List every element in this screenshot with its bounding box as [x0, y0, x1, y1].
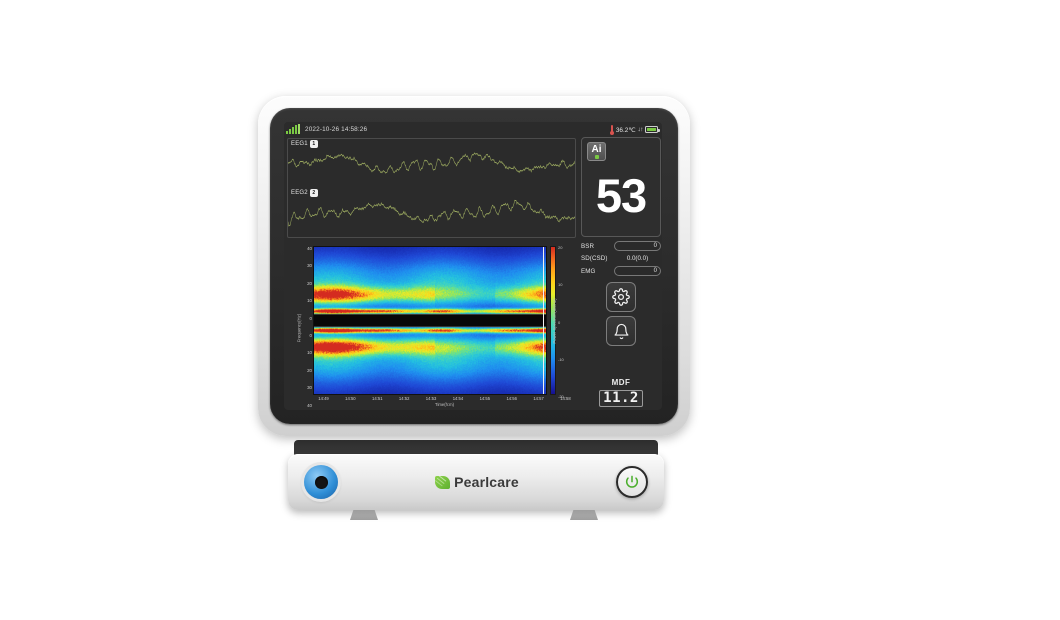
temperature-value: 36.2℃ [615, 126, 636, 134]
status-bar: 2022-10-26 14:58:26 36.2℃ ↓↑ [284, 122, 662, 137]
ai-badge-text: Ai [591, 143, 602, 155]
x-axis-tick: 14:50 [345, 396, 356, 401]
parameter-value: 0.0(0.0) [626, 255, 649, 262]
colorbar-tick: -10 [558, 356, 564, 362]
thermometer-icon [609, 124, 614, 135]
mdf-label: MDF [611, 378, 631, 387]
colorbar-tick: -20 [558, 394, 564, 399]
y-axis-tick: 20 [307, 367, 312, 373]
action-button-group [581, 282, 661, 346]
x-axis-tick: 14:52 [398, 396, 410, 401]
colorbar-title: Power Spectrum(dB/Hz) [551, 297, 557, 344]
parameter-label: BSR [581, 242, 595, 250]
battery-icon [645, 126, 660, 133]
eeg2-channel-chip: 2 [309, 189, 318, 197]
foot-left [350, 510, 378, 520]
colorbar-ticks: Power Spectrum(dB/Hz) 20 10 0 -10 -20 [552, 245, 576, 399]
x-axis-tick: 14:58 [560, 396, 571, 401]
data-transfer-icon: ↓↑ [637, 126, 644, 133]
y-axis-tick: 40 [307, 246, 312, 251]
eeg1-waveform-trace [288, 152, 575, 174]
x-axis-tick: 14:53 [425, 396, 437, 401]
x-axis-tick: 14:57 [533, 396, 544, 401]
mdf-readout: MDF 11.2 [581, 378, 661, 409]
eeg2-waveform-trace [288, 199, 575, 227]
parameter-value: 0 [653, 243, 657, 249]
x-axis-tick: 14:49 [318, 396, 329, 401]
x-axis-tick: 14:51 [372, 396, 383, 401]
rotary-knob[interactable] [304, 465, 338, 499]
colorbar-group: Power Spectrum(dB/Hz) 20 10 0 -10 -20 [550, 245, 576, 399]
colorbar-tick: 20 [558, 245, 563, 250]
ai-badge: Ai [587, 142, 606, 161]
eeg1-lane: EEG1 1 [288, 139, 575, 188]
display-bezel: 2022-10-26 14:58:26 36.2℃ ↓↑ [270, 108, 678, 424]
power-icon [625, 475, 639, 488]
parameter-bar: 0 [614, 266, 661, 276]
spectrogram-time-cursor [542, 247, 544, 394]
spectrogram-x-axis: Time(h:m) 14:49 14:50 14:51 14:52 14:53 14:54… [313, 395, 576, 409]
x-axis-tick: 14:55 [479, 396, 491, 401]
eeg1-channel-chip: 1 [309, 140, 318, 148]
y-axis-tick: 0 [309, 332, 312, 338]
parameter-label: EMG [581, 267, 596, 275]
parameter-row: BSR 0 [581, 241, 661, 251]
ai-badge-status-dot [594, 154, 599, 159]
mdf-value: 11.2 [599, 390, 643, 407]
alarm-button[interactable] [606, 316, 636, 346]
power-button[interactable] [615, 466, 648, 498]
eeg2-label-group: EEG2 2 [291, 189, 318, 197]
parameter-label: SD(CSD) [581, 255, 608, 262]
y-axis-tick: 10 [307, 298, 312, 304]
y-axis-tick: 20 [307, 280, 312, 286]
device-base: Pearlcare [288, 440, 664, 520]
parameter-row: SD(CSD) 0.0(0.0) [581, 254, 661, 264]
eeg1-label-group: EEG1 1 [291, 140, 318, 148]
x-axis-title: Time(h:m) [435, 402, 454, 407]
right-parameter-panel: Ai 53 BSR 0 SD(CSD) 0.0(0.0) EMG 0 [581, 137, 661, 409]
eeg-waveform-panel: EEG1 1 EEG2 2 [287, 138, 576, 238]
parameter-bar: 0 [614, 241, 661, 251]
x-axis-tick: 14:54 [452, 396, 464, 401]
y-axis-tick: 0 [309, 315, 312, 321]
parameter-row: EMG 0 [581, 266, 661, 276]
colorbar-tick: 0 [558, 319, 561, 325]
eeg2-lane: EEG2 2 [288, 188, 575, 237]
y-axis-tick: 10 [307, 350, 312, 356]
bell-icon [614, 323, 628, 339]
spectrogram-plot[interactable] [313, 246, 547, 395]
colorbar-tick: 10 [558, 282, 563, 288]
parameter-list: BSR 0 SD(CSD) 0.0(0.0) EMG 0 [581, 241, 661, 276]
monitor-screen: 2022-10-26 14:58:26 36.2℃ ↓↑ [284, 122, 662, 410]
parameter-value: 0 [653, 268, 657, 274]
settings-button[interactable] [606, 282, 636, 312]
front-panel: Pearlcare [288, 454, 664, 510]
y-axis-ticks: 40 30 20 10 0 0 10 20 30 40 [294, 246, 312, 409]
eeg1-label: EEG1 [291, 141, 308, 147]
status-datetime: 2022-10-26 14:58:26 [305, 126, 368, 133]
depth-index-value: 53 [595, 169, 647, 222]
y-axis-tick: 30 [307, 385, 312, 391]
eeg2-label: EEG2 [291, 190, 308, 196]
brand-logo: Pearlcare [435, 474, 519, 490]
colorbar-gradient [550, 246, 556, 395]
brand-name: Pearlcare [454, 474, 519, 490]
leaf-logo-icon [435, 475, 451, 489]
device-feet [288, 510, 664, 520]
depth-index-card[interactable]: Ai 53 [581, 137, 661, 237]
signal-bars-icon [286, 124, 300, 134]
gear-icon [612, 288, 630, 306]
x-axis-tick: 14:56 [506, 396, 517, 401]
y-axis-tick: 40 [307, 402, 312, 408]
foot-right [570, 510, 598, 520]
y-axis-tick: 30 [307, 263, 312, 269]
patient-monitor-device: 2022-10-26 14:58:26 36.2℃ ↓↑ [258, 96, 690, 436]
